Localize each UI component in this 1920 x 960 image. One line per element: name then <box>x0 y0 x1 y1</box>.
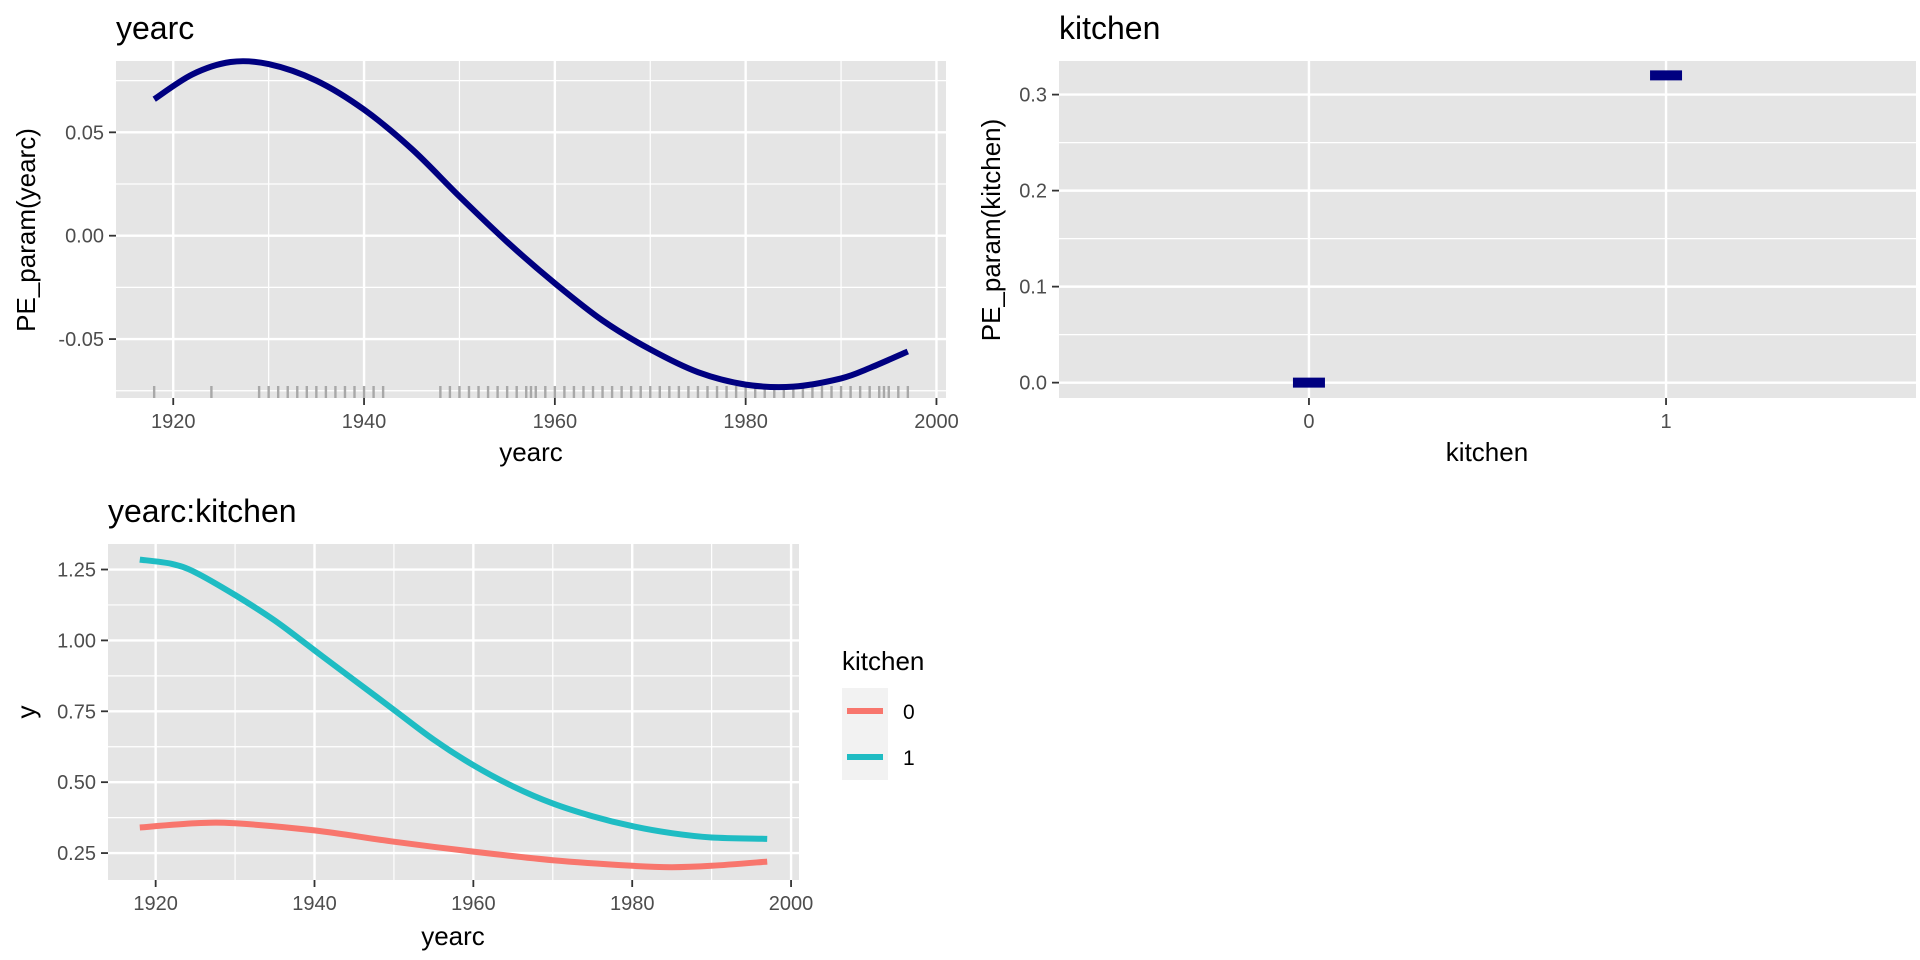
y-tick-label: 0.0 <box>1019 373 1047 395</box>
y-tick-label: 0.1 <box>1019 277 1047 299</box>
y-tick-label: 0.25 <box>57 843 96 865</box>
panel-yearc-kitchen: yearc:kitchen 1920 1940 1960 1980 2000 0.25 0.… <box>11 493 924 951</box>
x-tick-label: 2000 <box>914 411 959 433</box>
legend: kitchen 0 1 <box>842 646 924 780</box>
series-yearc-kitchen <box>139 556 768 871</box>
series-yearc <box>152 58 909 391</box>
y-tick-label: 0.2 <box>1019 181 1047 203</box>
x-tick-label: 1 <box>1660 411 1671 433</box>
x-tick-label: 0 <box>1303 411 1314 433</box>
legend-label-1: 1 <box>903 747 915 770</box>
x-tick-label: 1920 <box>133 893 178 915</box>
x-tick-label: 1980 <box>723 411 768 433</box>
x-tick-label: 1960 <box>451 893 496 915</box>
x-tick-label: 1940 <box>342 411 387 433</box>
gridlines-yearc-kitchen <box>108 544 799 880</box>
y-tick-label: 0.05 <box>65 122 104 144</box>
y-tick-label: 0.75 <box>57 701 96 723</box>
y-tick-label: -0.05 <box>58 329 104 351</box>
series-line-yearc <box>152 58 909 391</box>
legend-title: kitchen <box>842 646 924 676</box>
x-axis-title-yearc: yearc <box>499 437 563 467</box>
legend-label-0: 0 <box>903 701 915 724</box>
plot-background-kitchen <box>1059 61 1916 398</box>
panel-title-yearc-kitchen: yearc:kitchen <box>108 493 297 529</box>
gridlines-yearc <box>116 61 946 398</box>
y-axis-title-yearc-kitchen: y <box>11 706 41 719</box>
legend-key-background <box>842 688 888 780</box>
x-axis-title-yearc-kitchen: yearc <box>421 921 485 951</box>
x-tick-label: 1960 <box>533 411 578 433</box>
y-axis-title-kitchen: PE_param(kitchen) <box>976 119 1006 342</box>
panel-yearc: yearc 1920 1940 1960 1980 2000-0.050.000.05 … <box>11 10 959 467</box>
panel-title-yearc: yearc <box>116 10 194 46</box>
y-tick-label: 0.00 <box>65 226 104 248</box>
rug-yearc <box>152 386 910 398</box>
y-tick-label: 1.00 <box>57 630 96 652</box>
x-tick-label: 1920 <box>151 411 196 433</box>
x-tick-label: 1940 <box>292 893 337 915</box>
panel-kitchen: kitchen 0.0 0.1 0.2 0.3 0 1 kitchen PE_param(… <box>976 10 1916 467</box>
y-tick-label: 1.25 <box>57 560 96 582</box>
y-tick-label: 0.50 <box>57 772 96 794</box>
y-tick-label: 0.3 <box>1019 85 1047 107</box>
series-line-kitchen-1 <box>139 556 768 842</box>
x-tick-label: 2000 <box>769 893 814 915</box>
axes-kitchen: 0.0 0.1 0.2 0.3 0 1 <box>1019 85 1671 433</box>
gridlines-kitchen <box>1059 61 1916 398</box>
points-kitchen <box>1292 70 1683 388</box>
series-line-kitchen-0 <box>139 819 768 871</box>
plot-background-yearc <box>116 61 946 398</box>
x-tick-label: 1980 <box>610 893 655 915</box>
y-axis-title-yearc: PE_param(yearc) <box>11 128 41 332</box>
axes-yearc: 1920 1940 1960 1980 2000 -0.05 0.00 0.05 <box>58 122 958 433</box>
panel-title-kitchen: kitchen <box>1059 10 1160 46</box>
axes-yearc-kitchen: 1920 1940 1960 1980 2000 0.25 0.50 0.75 1.00 1.25 <box>57 560 813 915</box>
x-axis-title-kitchen: kitchen <box>1446 437 1528 467</box>
